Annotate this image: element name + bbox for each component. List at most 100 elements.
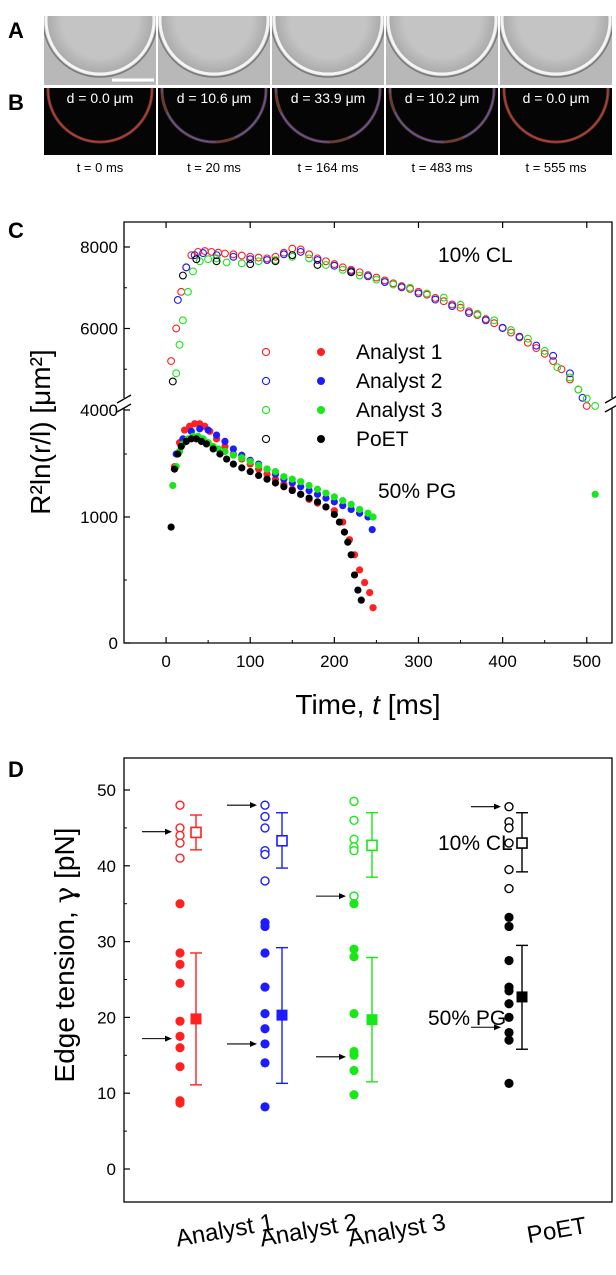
data-point xyxy=(355,271,364,280)
data-point xyxy=(330,493,338,501)
data-point xyxy=(246,457,254,466)
fitted-contour xyxy=(161,88,267,143)
data-point xyxy=(246,255,255,264)
data-point xyxy=(271,468,280,476)
data-point xyxy=(229,451,237,459)
data-point xyxy=(350,571,359,579)
pore-diameter-label: d = 10.2 μm xyxy=(405,90,480,106)
category-label: Analyst 2 xyxy=(258,1209,360,1253)
frame-background xyxy=(386,88,498,155)
data-point xyxy=(263,470,271,478)
data-point xyxy=(313,490,322,498)
data-point xyxy=(574,385,583,394)
category-label: Analyst 3 xyxy=(346,1209,448,1253)
data-point xyxy=(565,369,574,378)
panel-d-chart: 0 10 20 30 40 50 Edge tension, γ [pN] 10% CL 50%… xyxy=(48,757,613,1253)
annotation-50-pg: 50% PG xyxy=(378,480,456,503)
data-point xyxy=(305,254,314,263)
fitted-contour xyxy=(503,88,609,143)
mean-marker-open xyxy=(190,826,202,839)
data-point-filled xyxy=(260,921,270,932)
data-point xyxy=(296,247,305,256)
pore-diameter-label: d = 10.6 μm xyxy=(177,90,252,106)
data-point-filled xyxy=(504,986,514,996)
data-point xyxy=(212,254,221,263)
data-point xyxy=(200,247,209,256)
data-point xyxy=(305,250,314,259)
data-point xyxy=(221,249,229,258)
panel-label-d: D xyxy=(8,757,24,782)
data-point-filled xyxy=(504,1012,514,1023)
fluorescence-frame: d = 33.9 μm xyxy=(272,88,384,155)
data-point-filled xyxy=(504,1035,514,1045)
data-point-filled xyxy=(504,921,514,932)
pore-diameter-label: d = 0.0 μm xyxy=(67,90,134,106)
data-point xyxy=(582,394,591,403)
vesicle-outline xyxy=(500,16,612,76)
data-point-filled xyxy=(175,1062,185,1072)
data-point xyxy=(216,450,224,458)
data-point-filled xyxy=(504,1078,514,1088)
data-point xyxy=(237,259,246,268)
y-tick-label: 40 xyxy=(97,857,116,876)
mean-marker-open xyxy=(276,834,288,847)
fluorescence-frame: d = 0.0 μm xyxy=(500,88,612,155)
category-label: PoET xyxy=(525,1212,589,1249)
data-point xyxy=(254,257,263,266)
data-point xyxy=(178,271,187,280)
frame-background xyxy=(158,88,270,155)
data-point xyxy=(174,450,182,458)
axes-frame xyxy=(123,757,613,1203)
data-point-filled xyxy=(175,1031,185,1041)
fluorescence-frame: d = 10.2 μm xyxy=(386,88,498,155)
data-point xyxy=(515,332,524,341)
data-point xyxy=(254,253,263,262)
data-point xyxy=(582,401,591,410)
data-point xyxy=(202,440,211,448)
vesicle-halo xyxy=(386,25,498,78)
data-point xyxy=(355,566,364,574)
data-point xyxy=(263,465,271,473)
axes-frame-upper xyxy=(123,221,613,398)
data-point-open xyxy=(349,834,359,844)
data-point-open xyxy=(175,830,185,841)
data-point xyxy=(167,523,175,531)
data-point xyxy=(355,268,364,277)
data-point xyxy=(229,250,238,259)
data-point xyxy=(271,252,280,261)
y-tick-label: 8000 xyxy=(80,238,118,257)
data-point-open xyxy=(504,801,514,812)
data-point xyxy=(229,252,238,261)
data-point xyxy=(338,263,347,272)
data-point-filled xyxy=(260,1102,270,1112)
y-tick-label: 50 xyxy=(97,781,116,800)
series-poet-open xyxy=(168,251,356,386)
data-point xyxy=(305,486,313,495)
data-point xyxy=(183,287,192,296)
annotation-10-cl: 10% CL xyxy=(438,832,513,855)
data-point xyxy=(204,255,213,264)
data-point xyxy=(221,437,229,445)
data-point-open xyxy=(260,800,270,810)
y-tick-label: 30 xyxy=(97,933,116,952)
data-point xyxy=(288,251,297,260)
legend-marker-open xyxy=(261,434,271,444)
data-point xyxy=(175,340,184,349)
data-point xyxy=(280,473,288,481)
time-label: t = 0 ms xyxy=(77,160,124,175)
legend-marker-filled xyxy=(317,406,325,414)
data-point xyxy=(305,494,313,502)
data-point xyxy=(322,503,330,511)
arrow-head xyxy=(339,1053,346,1060)
y-axis-label: Edge tension, γ [pN] xyxy=(48,828,81,1083)
data-point xyxy=(191,420,199,428)
data-point-filled xyxy=(504,999,514,1009)
y-tick-label: 10 xyxy=(97,1084,116,1103)
data-point xyxy=(288,486,296,495)
data-point-open xyxy=(349,796,359,807)
data-point xyxy=(507,326,515,335)
data-point xyxy=(322,494,330,502)
data-point xyxy=(238,464,246,472)
y-tick-label: 4000 xyxy=(80,401,118,420)
